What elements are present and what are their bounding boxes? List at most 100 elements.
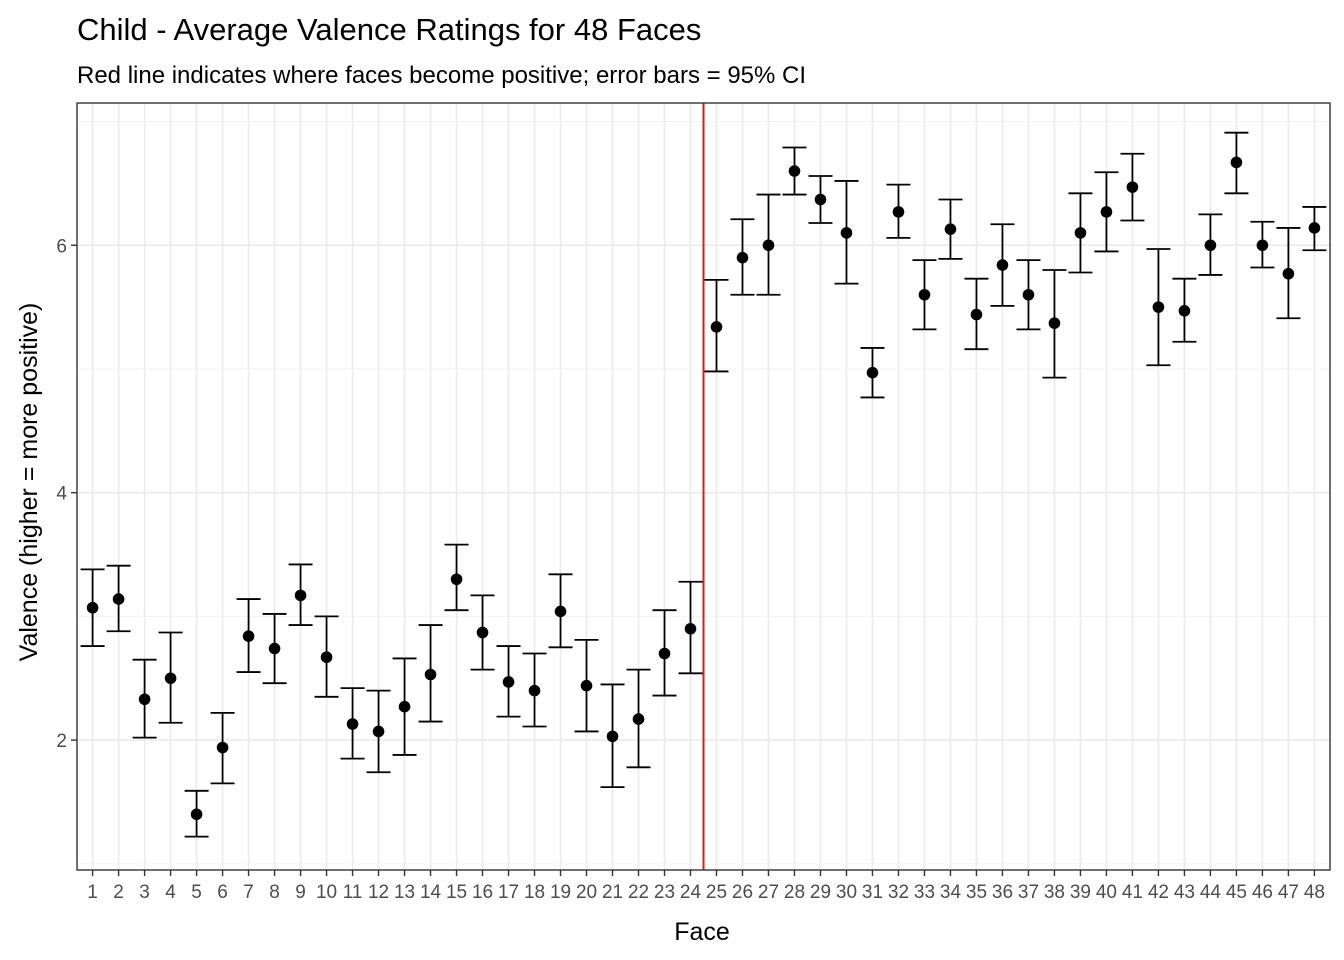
data-point: [840, 227, 853, 239]
x-tick-label: 3: [139, 882, 150, 903]
x-tick-label: 8: [269, 882, 280, 903]
x-tick-label: 2: [113, 882, 124, 903]
x-tick-label: 25: [706, 882, 727, 903]
x-tick-label: 23: [654, 882, 675, 903]
x-tick-label: 40: [1096, 882, 1117, 903]
x-tick-label: 29: [810, 882, 831, 903]
x-tick-label: 7: [243, 882, 254, 903]
data-point: [684, 622, 697, 635]
data-point: [580, 679, 593, 692]
data-point: [268, 642, 281, 655]
data-point: [970, 308, 983, 321]
data-point: [658, 647, 671, 660]
x-tick-label: 45: [1226, 882, 1247, 903]
data-point: [1178, 305, 1191, 317]
data-point: [372, 725, 385, 738]
data-point: [996, 259, 1009, 271]
x-tick-label: 16: [472, 882, 493, 903]
data-point: [736, 251, 749, 264]
x-tick-label: 31: [862, 882, 883, 903]
x-tick-label: 38: [1044, 882, 1065, 903]
x-tick-label: 1: [87, 882, 98, 903]
data-point: [138, 693, 151, 706]
data-point: [814, 193, 827, 206]
data-point: [1100, 206, 1113, 218]
x-tick-label: 44: [1200, 882, 1222, 903]
data-point: [424, 668, 437, 681]
data-point: [1152, 301, 1165, 313]
x-tick-label: 32: [888, 882, 909, 903]
data-point: [216, 741, 229, 754]
data-point: [1048, 317, 1061, 330]
y-tick-label: 4: [56, 484, 67, 505]
x-tick-label: 19: [550, 882, 571, 903]
plot-panel-border: [76, 102, 1331, 871]
x-tick-label: 48: [1304, 882, 1325, 903]
y-tick-label: 6: [56, 236, 67, 257]
data-point: [346, 718, 359, 730]
x-tick-label: 11: [343, 882, 363, 903]
data-point: [918, 288, 931, 301]
x-tick-label: 10: [316, 882, 337, 903]
grid: [77, 103, 1330, 870]
data-point: [398, 700, 411, 713]
data-point: [866, 366, 879, 379]
data-point: [294, 589, 307, 602]
chart-title: Child - Average Valence Ratings for 48 F…: [77, 12, 701, 47]
data-point: [1204, 239, 1217, 252]
x-tick-label: 17: [498, 882, 519, 903]
data-point: [1256, 239, 1269, 252]
y-tick-label: 2: [56, 731, 67, 752]
x-tick-label: 22: [628, 882, 649, 903]
x-tick-label: 5: [191, 882, 202, 903]
data-point: [762, 239, 775, 252]
x-tick-label: 9: [295, 882, 306, 903]
x-tick-label: 12: [368, 882, 389, 903]
data-marks: [80, 131, 1327, 838]
data-point: [86, 601, 99, 614]
x-tick-label: 14: [420, 882, 442, 903]
y-axis-title: Valence (higher = more positive): [15, 303, 43, 662]
data-point: [1126, 181, 1139, 193]
data-point: [1282, 267, 1295, 280]
data-point: [606, 730, 619, 743]
x-tick-label: 35: [966, 882, 987, 903]
x-tick-label: 24: [680, 882, 702, 903]
x-tick-label: 13: [394, 882, 415, 903]
x-tick-label: 42: [1148, 882, 1169, 903]
x-tick-label: 28: [784, 882, 805, 903]
x-axis-title: Face: [674, 918, 730, 946]
data-point: [632, 713, 645, 725]
x-tick-label: 26: [732, 882, 753, 903]
x-tick-label: 18: [524, 882, 545, 903]
x-tick-label: 20: [576, 882, 597, 903]
data-point: [242, 630, 255, 642]
x-tick-label: 27: [758, 882, 779, 903]
x-tick-label: 33: [914, 882, 935, 903]
chart-subtitle: Red line indicates where faces become po…: [77, 62, 806, 89]
data-point: [502, 676, 515, 688]
data-point: [788, 165, 801, 177]
data-point: [944, 223, 957, 235]
x-tick-label: 46: [1252, 882, 1273, 903]
data-point: [1308, 222, 1321, 234]
data-point: [528, 684, 541, 697]
x-tick-label: 4: [165, 882, 176, 903]
x-tick-label: 43: [1174, 882, 1195, 903]
data-point: [164, 672, 177, 685]
data-point: [1230, 156, 1243, 169]
x-tick-label: 21: [602, 882, 623, 903]
x-tick-label: 47: [1278, 882, 1299, 903]
data-point: [892, 206, 905, 218]
data-point: [1074, 227, 1087, 239]
x-tick-label: 37: [1018, 882, 1039, 903]
x-tick-label: 34: [940, 882, 962, 903]
x-tick-label: 6: [217, 882, 228, 903]
data-point: [190, 808, 203, 821]
x-tick-label: 15: [446, 882, 467, 903]
x-tick-label: 36: [992, 882, 1013, 903]
data-point: [710, 321, 723, 333]
x-tick-label: 41: [1122, 882, 1143, 903]
